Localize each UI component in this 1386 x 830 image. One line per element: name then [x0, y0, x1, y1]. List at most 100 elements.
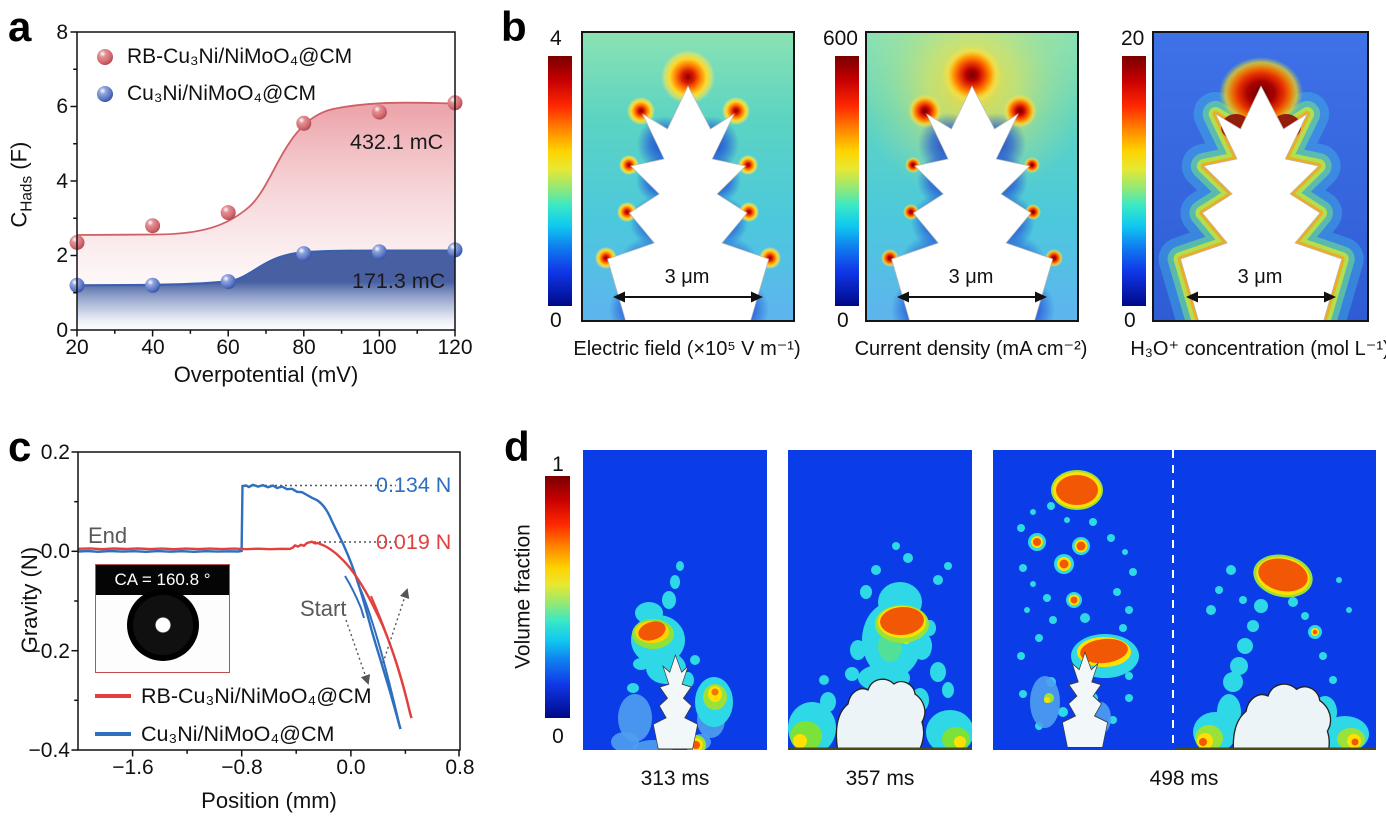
- b-cbar3-min: 0: [1124, 309, 1136, 332]
- b-caption-2: Current density (mA cm⁻²): [854, 338, 1088, 360]
- c-xtick-2: −0.8: [221, 756, 263, 779]
- electric-field-map: 3 μm: [581, 31, 795, 322]
- charge-annotation-red: 432.1 mC: [350, 130, 444, 154]
- b-colorbar-2: [835, 56, 859, 306]
- vof-snapshot-498ms: [993, 450, 1376, 750]
- current-density-map: 3 μm: [865, 31, 1079, 322]
- right-small-bubble: [1308, 625, 1322, 639]
- c-xtick-4: 0.8: [445, 756, 475, 779]
- a-ytick-0: 0: [56, 319, 68, 342]
- c-ytick-2: 0.0: [40, 540, 70, 563]
- red-curve: [76, 101, 456, 236]
- charge-annotation-blue: 171.3 mC: [352, 269, 446, 293]
- c-xaxis-title: Position (mm): [201, 788, 337, 813]
- a-ytick-2: 2: [56, 244, 68, 267]
- c-xtick-1: −1.6: [112, 756, 154, 779]
- direction-arrow-down: [345, 619, 371, 685]
- panel-b-label: b: [501, 3, 527, 50]
- a-xtick-80: 80: [292, 336, 316, 359]
- a-xtick-120: 120: [437, 336, 473, 359]
- blue-retract-branch: [359, 587, 402, 730]
- current-hotspots: [881, 45, 1063, 267]
- c-ytick-1: 0.2: [40, 441, 70, 464]
- b-caption-1: Electric field (×10⁵ V m⁻¹): [573, 338, 801, 360]
- scalebar-label-2: 3 μm: [949, 266, 994, 288]
- c-ytick-3: −0.2: [28, 640, 70, 663]
- d-colorbar-label: Volume fraction: [511, 524, 535, 669]
- corner-patches: [788, 702, 972, 750]
- blue-gravity-curve: [77, 483, 402, 730]
- a-xtick-20: 20: [65, 336, 89, 359]
- c-xtick-3: 0.0: [336, 756, 366, 779]
- panel-a-legend-item-1: RB-Cu₃Ni/NiMoO₄@CM: [127, 45, 353, 68]
- start-label: Start: [300, 596, 347, 621]
- b-cbar3-max: 20: [1121, 27, 1145, 50]
- c-legend-line-red: [95, 694, 131, 698]
- blue-start-stub: [344, 575, 365, 619]
- d-cbar-max: 1: [552, 453, 564, 476]
- b-cbar1-min: 0: [550, 309, 562, 332]
- force-annotation-red: 0.019 N: [376, 530, 452, 554]
- panel-c-plot: [71, 451, 461, 757]
- baseline: [1175, 747, 1376, 750]
- h3o-concentration-map: 3 μm: [1152, 31, 1369, 322]
- d-colorbar: [545, 476, 570, 718]
- b-caption-3: H₃O⁺ concentration (mol L⁻¹): [1130, 338, 1386, 360]
- y-ticks: [70, 31, 77, 331]
- right-main-bubble: [1253, 554, 1313, 598]
- legend-marker-red: [97, 49, 113, 65]
- a-ytick-4: 4: [56, 170, 68, 193]
- y-ticks: [71, 451, 78, 751]
- direction-arrow-up: [382, 588, 410, 664]
- b-cbar2-max: 600: [822, 27, 858, 50]
- b-cbar2-min: 0: [837, 309, 849, 332]
- blue-area: [77, 250, 455, 330]
- red-retract-branch: [370, 595, 413, 719]
- panel-a-plot: [69, 31, 463, 337]
- d-cbar-min: 0: [552, 725, 564, 748]
- x-ticks: [76, 330, 456, 337]
- red-markers: [69, 95, 463, 250]
- panel-d-label: d: [504, 423, 530, 470]
- contact-angle-inset: CA = 160.8 °: [95, 564, 230, 673]
- timestamp-3: 498 ms: [1149, 767, 1219, 790]
- panel-c-label: c: [8, 423, 32, 470]
- baseline: [788, 747, 972, 750]
- a-xaxis-title: Overpotential (mV): [173, 362, 359, 387]
- vof-snapshot-357ms: [788, 450, 972, 750]
- main-bubble: [875, 605, 929, 643]
- force-annotation-blue: 0.134 N: [376, 473, 452, 497]
- a-ytick-6: 6: [56, 95, 68, 118]
- scalebar-arrow-1: [613, 291, 763, 303]
- a-xtick-60: 60: [216, 336, 240, 359]
- c-ytick-4: −0.4: [28, 739, 70, 762]
- scalebar-label-3: 3 μm: [1238, 266, 1283, 288]
- b-cbar1-max: 4: [550, 27, 562, 50]
- scalebar-arrow-3: [1186, 291, 1336, 303]
- panel-a-legend-item-2: Cu₃Ni/NiMoO₄@CM: [127, 82, 316, 105]
- b-colorbar-3: [1122, 56, 1146, 306]
- scalebar-arrow-2: [897, 291, 1047, 303]
- end-label: End: [88, 523, 128, 548]
- left-small-bubbles: [1028, 533, 1090, 703]
- a-xtick-40: 40: [141, 336, 165, 359]
- b-colorbar-1: [548, 56, 572, 306]
- droplet-image: [127, 589, 199, 661]
- c-legend-item-1: RB-Cu₃Ni/NiMoO₄@CM: [141, 684, 372, 708]
- left-large-bubbles: [1051, 470, 1139, 678]
- scalebar-label-1: 3 μm: [665, 266, 710, 288]
- panel-a-label: a: [8, 3, 32, 50]
- a-yaxis-title: CHads (F): [6, 141, 36, 228]
- legend-marker-blue: [97, 86, 113, 102]
- a-ytick-8: 8: [56, 21, 68, 44]
- c-yaxis-title: Gravity (N): [16, 546, 42, 654]
- right-corner-patches: [1193, 712, 1369, 750]
- timestamp-2: 357 ms: [845, 767, 915, 790]
- x-ticks: [131, 750, 460, 757]
- timestamp-1: 313 ms: [640, 767, 710, 790]
- vof-snapshot-313ms: [583, 450, 767, 750]
- a-xtick-100: 100: [361, 336, 397, 359]
- c-legend-line-blue: [95, 732, 131, 736]
- c-legend-item-2: Cu₃Ni/NiMoO₄@CM: [141, 722, 335, 746]
